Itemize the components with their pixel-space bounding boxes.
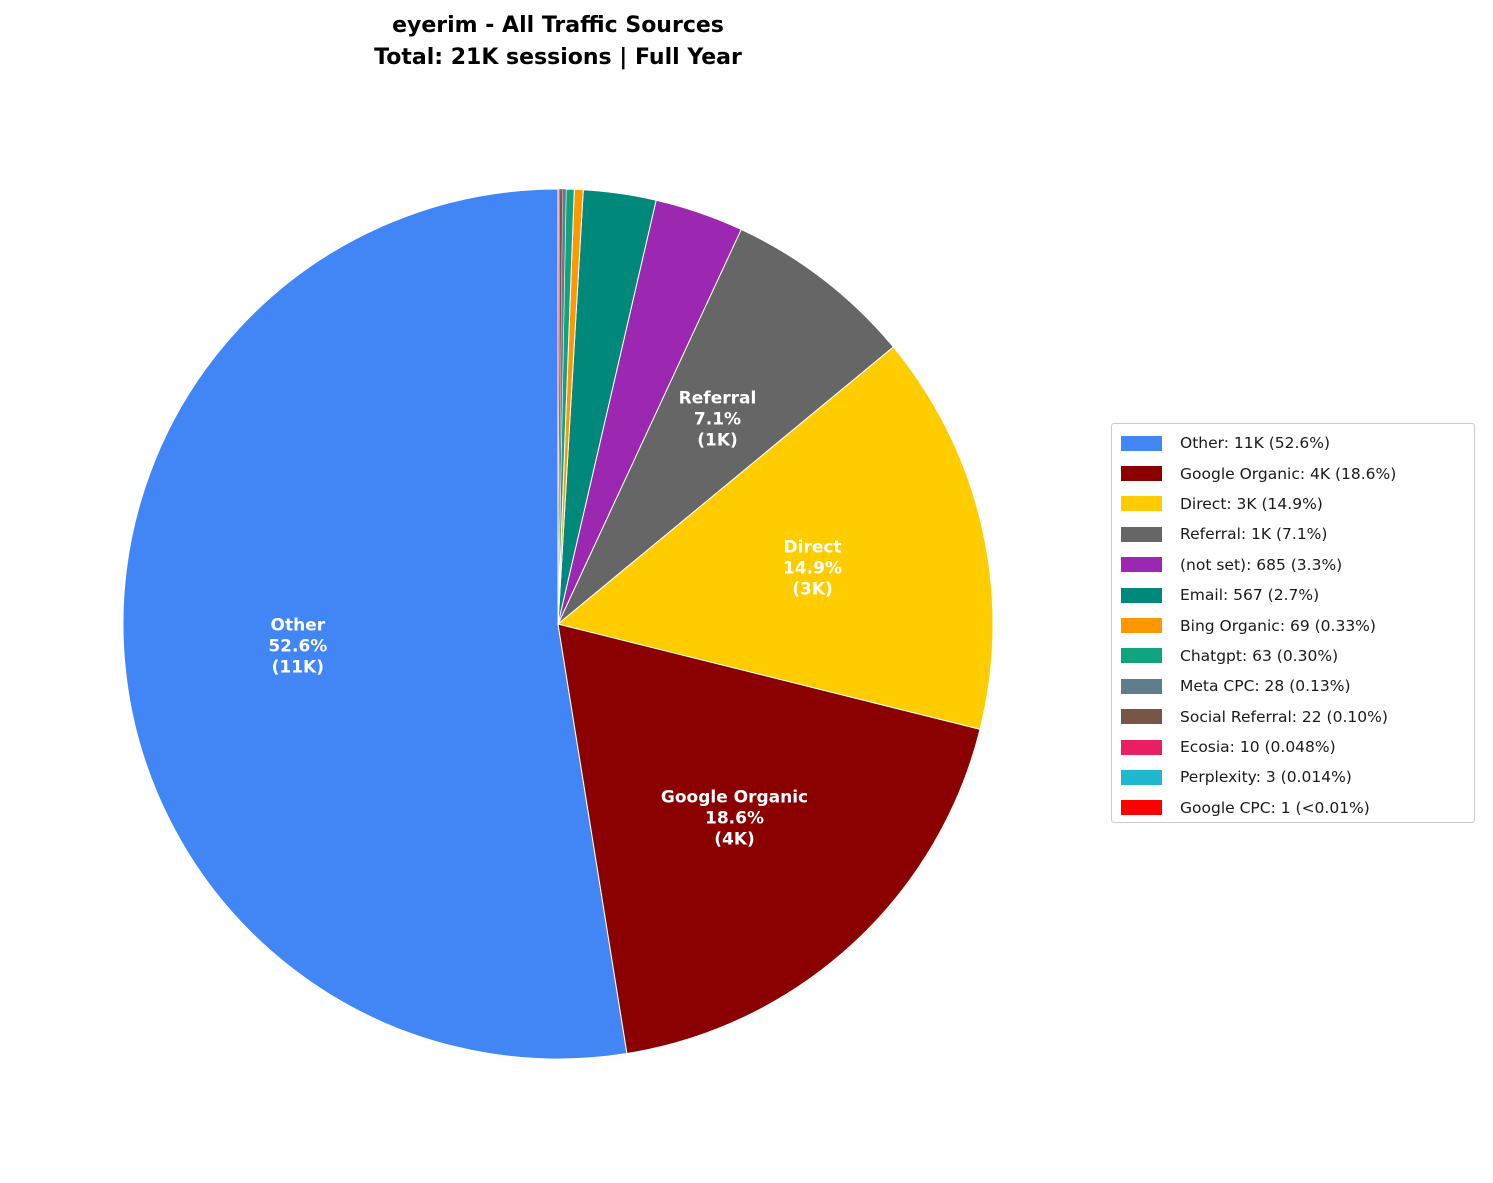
slice-label-line: Referral: [679, 388, 757, 408]
slice-label-line: Direct: [784, 537, 842, 557]
legend-swatch: [1121, 526, 1162, 542]
legend-item: Chatgpt: 63 (0.30%): [1112, 641, 1474, 671]
slice-label-line: 14.9%: [783, 558, 842, 578]
chart-subtitle: Total: 21K sessions | Full Year: [374, 45, 742, 70]
legend-label: Chatgpt: 63 (0.30%): [1180, 646, 1339, 665]
legend-item: Other: 11K (52.6%): [1112, 428, 1474, 458]
slice-label: Referral 7.1% (1K): [679, 388, 757, 450]
slice-label-line: (4K): [714, 829, 755, 849]
legend-label: Direct: 3K (14.9%): [1180, 494, 1323, 513]
legend-label: Google CPC: 1 (<0.01%): [1180, 798, 1370, 817]
legend-swatch: [1121, 769, 1162, 785]
legend-label: Social Referral: 22 (0.10%): [1180, 707, 1388, 726]
legend-swatch: [1121, 587, 1162, 603]
legend-swatch: [1121, 678, 1162, 694]
legend-swatch: [1121, 739, 1162, 755]
slice-label-line: 18.6%: [705, 808, 764, 828]
legend-item: Meta CPC: 28 (0.13%): [1112, 671, 1474, 701]
legend-item: Bing Organic: 69 (0.33%): [1112, 610, 1474, 640]
slice-label-line: Google Organic: [661, 787, 808, 807]
legend-label: Referral: 1K (7.1%): [1180, 525, 1328, 544]
legend-swatch: [1121, 618, 1162, 634]
slice-label: Direct 14.9% (3K): [783, 537, 842, 599]
legend-item: Social Referral: 22 (0.10%): [1112, 702, 1474, 732]
slice-label-line: 52.6%: [268, 637, 327, 657]
slice-label: Other 52.6% (11K): [268, 616, 327, 678]
legend-item: Google CPC: 1 (<0.01%): [1112, 793, 1474, 823]
legend-item: Direct: 3K (14.9%): [1112, 489, 1474, 519]
legend-swatch: [1121, 466, 1162, 482]
legend-label: Ecosia: 10 (0.048%): [1180, 738, 1336, 757]
pie-slice-other: [122, 188, 628, 1060]
legend-swatch: [1121, 496, 1162, 512]
pie-slice-google-organic: [557, 623, 981, 1055]
legend-item: Email: 567 (2.7%): [1112, 580, 1474, 610]
legend-label: Google Organic: 4K (18.6%): [1180, 464, 1397, 483]
legend-swatch: [1121, 800, 1162, 816]
legend-swatch: [1121, 435, 1162, 451]
pie-slice-direct: [556, 346, 994, 730]
legend-item: (not set): 685 (3.3%): [1112, 550, 1474, 580]
legend-label: Email: 567 (2.7%): [1180, 586, 1320, 605]
legend-item: Google Organic: 4K (18.6%): [1112, 458, 1474, 488]
legend-item: Ecosia: 10 (0.048%): [1112, 732, 1474, 762]
legend: Other: 11K (52.6%) Google Organic: 4K (18…: [1111, 423, 1475, 823]
legend-label: (not set): 685 (3.3%): [1180, 555, 1343, 574]
legend-item: Perplexity: 3 (0.014%): [1112, 762, 1474, 792]
slice-label-line: (3K): [792, 579, 833, 599]
legend-label: Bing Organic: 69 (0.33%): [1180, 616, 1376, 635]
legend-label: Perplexity: 3 (0.014%): [1180, 768, 1352, 787]
slice-label-line: Other: [271, 616, 326, 636]
legend-label: Meta CPC: 28 (0.13%): [1180, 677, 1351, 696]
legend-swatch: [1121, 709, 1162, 725]
legend-swatch: [1121, 557, 1162, 573]
legend-label: Other: 11K (52.6%): [1180, 434, 1331, 453]
slice-label-line: 7.1%: [694, 409, 741, 429]
slice-label-line: (11K): [272, 658, 324, 678]
slice-label: Google Organic 18.6% (4K): [661, 787, 808, 849]
slice-label-line: (1K): [697, 430, 738, 450]
chart-title: eyerim - All Traffic Sources: [392, 13, 724, 38]
legend-swatch: [1121, 648, 1162, 664]
legend-item: Referral: 1K (7.1%): [1112, 519, 1474, 549]
pie-slice-referral: [557, 228, 895, 625]
